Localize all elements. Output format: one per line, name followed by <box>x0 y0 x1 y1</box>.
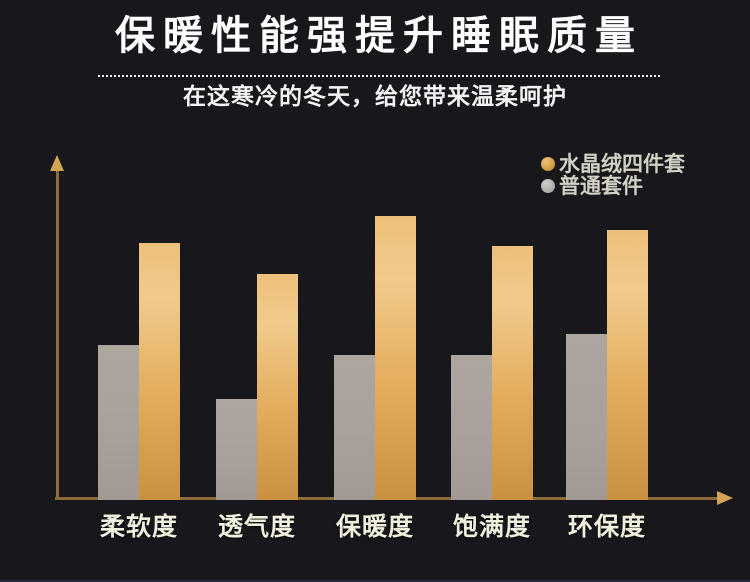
bar-crystal-velvet-1 <box>139 243 180 500</box>
bar-crystal-velvet-3 <box>375 216 416 500</box>
legend-item-crystal-velvet: 水晶绒四件套 <box>541 153 685 175</box>
bar-crystal-velvet-2 <box>257 274 298 500</box>
bar-ordinary-4 <box>451 355 492 500</box>
bar-ordinary-2 <box>216 399 257 500</box>
legend-label-crystal-velvet: 水晶绒四件套 <box>559 152 685 176</box>
page-subtitle: 在这寒冷的冬天，给您带来温柔呵护 <box>183 84 567 110</box>
bar-ordinary-1 <box>98 345 139 500</box>
dotted-divider <box>98 75 660 77</box>
legend-label-ordinary: 普通套件 <box>559 174 643 198</box>
legend-dot-gold-icon <box>541 157 555 171</box>
y-axis <box>56 168 59 500</box>
category-label-4: 饱满度 <box>452 512 532 541</box>
bar-crystal-velvet-5 <box>607 230 648 500</box>
legend: 水晶绒四件套 普通套件 <box>541 153 685 197</box>
legend-dot-gray-icon <box>541 179 555 193</box>
y-axis-arrow-icon <box>50 155 64 171</box>
category-label-1: 柔软度 <box>99 512 179 541</box>
category-label-5: 环保度 <box>567 512 647 541</box>
bar-crystal-velvet-4 <box>492 246 533 500</box>
legend-item-ordinary: 普通套件 <box>541 175 685 197</box>
bottom-edge-strip <box>0 580 750 582</box>
category-label-2: 透气度 <box>217 512 297 541</box>
bar-ordinary-3 <box>334 355 375 500</box>
bar-ordinary-5 <box>566 334 607 500</box>
category-label-3: 保暖度 <box>335 512 415 541</box>
x-axis-arrow-icon <box>717 491 733 505</box>
page-title: 保暖性能强提升睡眠质量 <box>115 13 643 59</box>
